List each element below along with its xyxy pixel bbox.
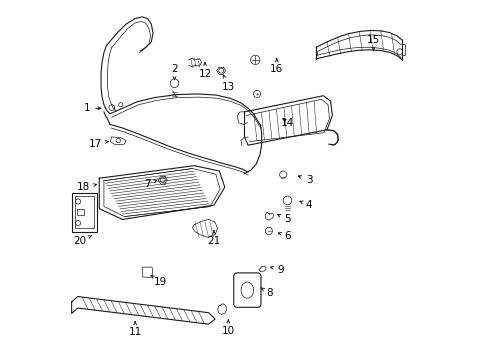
Text: 10: 10 <box>222 320 234 336</box>
Text: 16: 16 <box>269 58 283 74</box>
Text: 15: 15 <box>366 35 380 51</box>
Text: 13: 13 <box>221 75 235 92</box>
Bar <box>75 196 94 228</box>
Text: 7: 7 <box>144 179 157 189</box>
Text: 3: 3 <box>298 175 312 185</box>
Text: 11: 11 <box>128 321 142 337</box>
Bar <box>401 44 405 55</box>
Text: 19: 19 <box>150 275 166 287</box>
Text: 18: 18 <box>76 182 96 192</box>
Text: 6: 6 <box>278 231 290 240</box>
Text: 12: 12 <box>198 63 211 79</box>
Text: 2: 2 <box>171 64 178 80</box>
Text: 20: 20 <box>73 236 91 246</box>
Text: 17: 17 <box>89 139 108 149</box>
Text: 5: 5 <box>277 215 290 224</box>
Text: 1: 1 <box>83 103 101 113</box>
Text: 21: 21 <box>207 230 220 246</box>
Text: 4: 4 <box>299 200 312 210</box>
Text: 8: 8 <box>261 288 272 298</box>
Bar <box>77 210 84 215</box>
Bar <box>72 193 97 232</box>
Text: 14: 14 <box>280 118 294 128</box>
Text: 9: 9 <box>270 265 283 275</box>
